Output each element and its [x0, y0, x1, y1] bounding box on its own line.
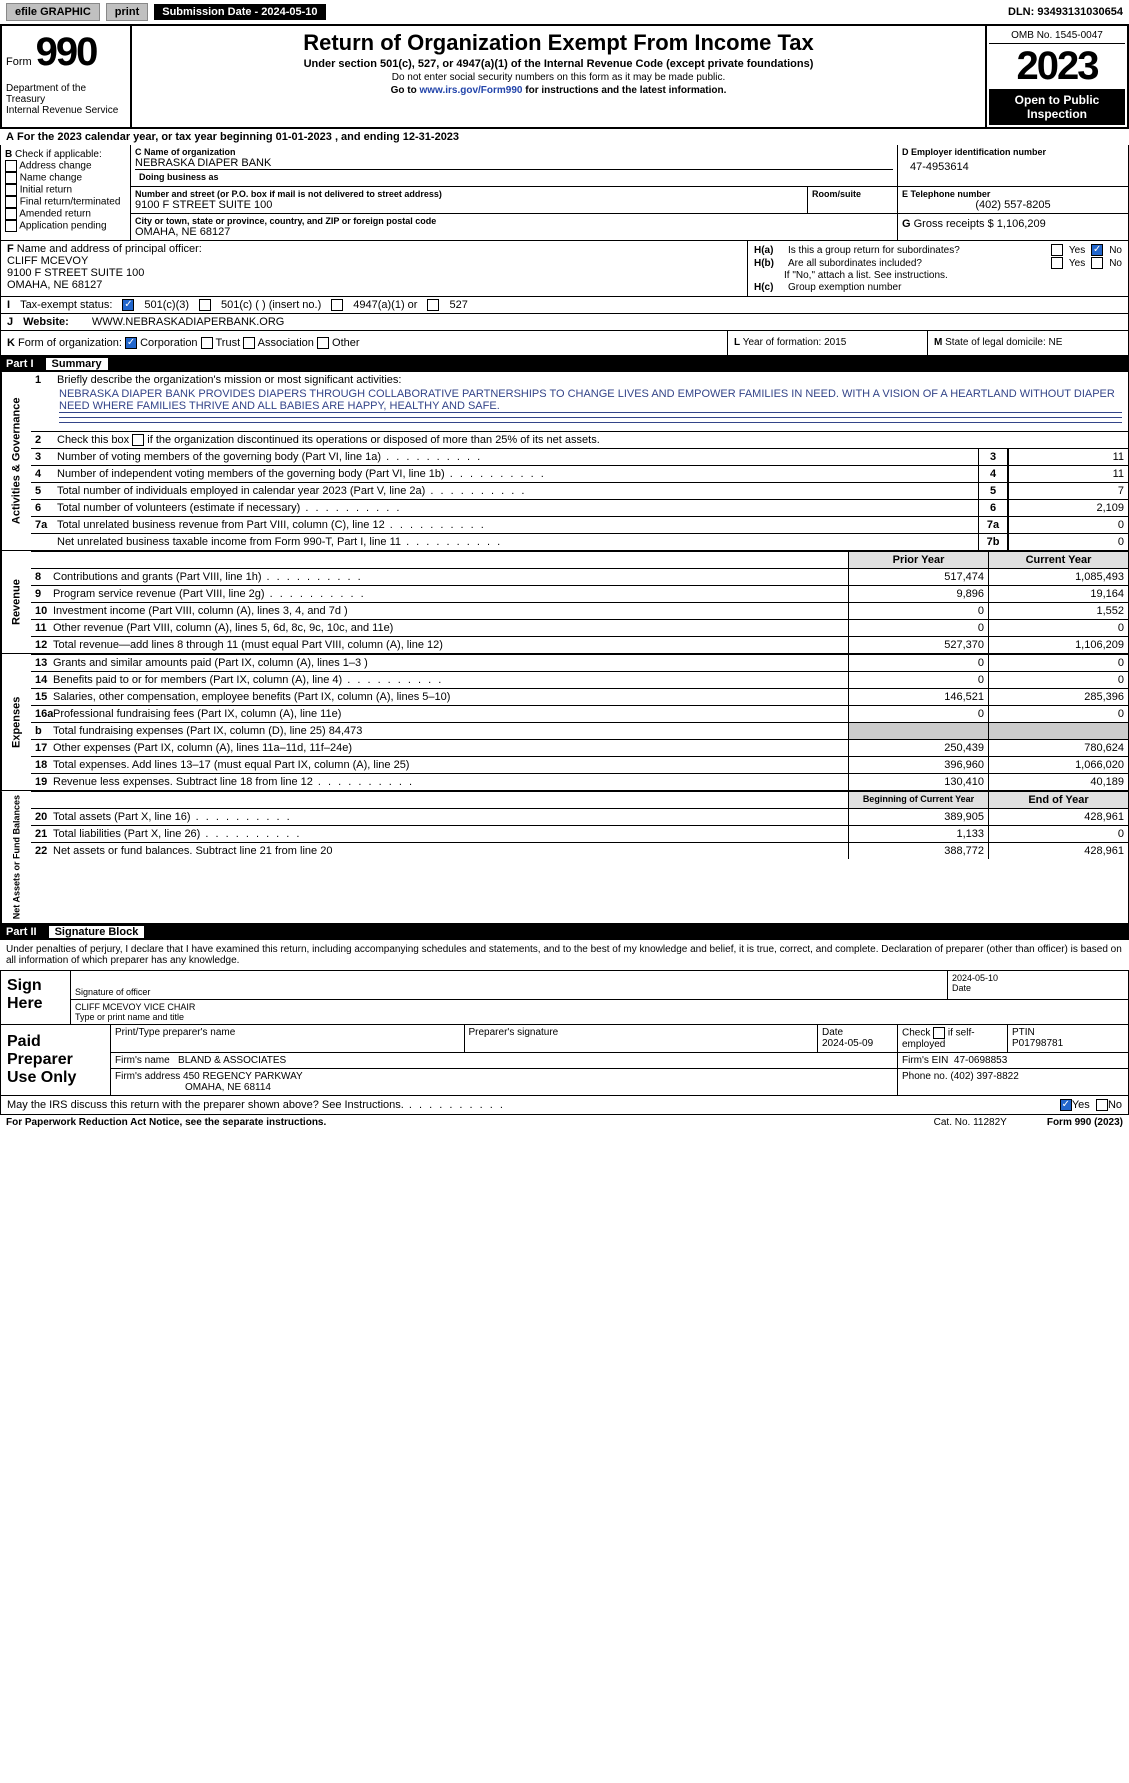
side-expenses: Expenses	[1, 654, 31, 790]
header-middle: Return of Organization Exempt From Incom…	[132, 26, 987, 127]
officer-box: F Name and address of principal officer:…	[1, 241, 748, 296]
revenue-section: Revenue Prior YearCurrent Year 8Contribu…	[0, 551, 1129, 654]
check-name[interactable]	[5, 172, 17, 184]
part-1-header: Part I Summary	[0, 356, 1129, 372]
k-assoc[interactable]	[243, 337, 255, 349]
omb-number: OMB No. 1545-0047	[989, 28, 1125, 44]
k-corp[interactable]: ✓	[125, 337, 137, 349]
form-subtitle: Under section 501(c), 527, or 4947(a)(1)…	[136, 58, 981, 70]
check-initial[interactable]	[5, 184, 17, 196]
i-527[interactable]	[427, 299, 439, 311]
line-k-l-m: K Form of organization: ✓ Corporation Tr…	[0, 331, 1129, 356]
i-4947[interactable]	[331, 299, 343, 311]
hb-no[interactable]	[1091, 257, 1103, 269]
phone: (402) 557-8205	[902, 199, 1124, 211]
part-2-header: Part II Signature Block	[0, 924, 1129, 940]
check-pending[interactable]	[5, 220, 17, 232]
section-b-to-g: B Check if applicable: Address change Na…	[0, 145, 1129, 241]
paid-preparer-row: Paid Preparer Use Only Print/Type prepar…	[0, 1025, 1129, 1096]
ha-yes[interactable]	[1051, 244, 1063, 256]
side-revenue: Revenue	[1, 551, 31, 653]
discuss-no[interactable]	[1096, 1099, 1108, 1111]
line-a: A For the 2023 calendar year, or tax yea…	[0, 129, 1129, 145]
print-button[interactable]: print	[106, 3, 148, 21]
org-name: NEBRASKA DIAPER BANK	[135, 157, 893, 169]
header-left: Form 990 Department of the Treasury Inte…	[2, 26, 132, 127]
section-f-h: F Name and address of principal officer:…	[0, 241, 1129, 297]
address-box: Number and street (or P.O. box if mail i…	[131, 187, 898, 240]
m-box: M State of legal domicile: NE	[928, 331, 1128, 355]
open-to-public: Open to Public Inspection	[989, 89, 1125, 125]
department: Department of the Treasury Internal Reve…	[6, 83, 126, 116]
col-cd: C Name of organization NEBRASKA DIAPER B…	[131, 145, 1128, 240]
sign-here-row: Sign Here Signature of officer 2024-05-1…	[0, 970, 1129, 1025]
perjury-declaration: Under penalties of perjury, I declare th…	[0, 940, 1129, 970]
check-final[interactable]	[5, 196, 17, 208]
top-bar: efile GRAPHIC print Submission Date - 20…	[0, 0, 1129, 24]
col-b: B Check if applicable: Address change Na…	[1, 145, 131, 240]
i-501c3[interactable]: ✓	[122, 299, 134, 311]
h-box: H(a)Is this a group return for subordina…	[748, 241, 1128, 296]
paid-preparer-label: Paid Preparer Use Only	[1, 1025, 111, 1095]
city: OMAHA, NE 68127	[135, 226, 893, 238]
ha-no[interactable]: ✓	[1091, 244, 1103, 256]
e-g-col: E Telephone number (402) 557-8205 G Gros…	[898, 187, 1128, 240]
side-net-assets: Net Assets or Fund Balances	[1, 791, 31, 923]
header-right: OMB No. 1545-0047 2023 Open to Public In…	[987, 26, 1127, 127]
hb-yes[interactable]	[1051, 257, 1063, 269]
side-activities: Activities & Governance	[1, 372, 31, 550]
expenses-section: Expenses 13Grants and similar amounts pa…	[0, 654, 1129, 791]
line-j: J Website: WWW.NEBRASKADIAPERBANK.ORG	[0, 314, 1129, 331]
goto-note: Go to www.irs.gov/Form990 for instructio…	[136, 85, 981, 96]
l-box: L Year of formation: 2015	[728, 331, 928, 355]
efile-button[interactable]: efile GRAPHIC	[6, 3, 100, 21]
tax-year: 2023	[989, 44, 1125, 89]
form-number: Form 990	[6, 30, 126, 75]
officer-name-title: CLIFF MCEVOY VICE CHAIR	[75, 1002, 195, 1012]
discuss-yes[interactable]: ✓	[1060, 1099, 1072, 1111]
k-other[interactable]	[317, 337, 329, 349]
check-amended[interactable]	[5, 208, 17, 220]
street: 9100 F STREET SUITE 100	[135, 199, 803, 211]
room-suite: Room/suite	[807, 187, 897, 213]
ssn-note: Do not enter social security numbers on …	[136, 72, 981, 83]
website: WWW.NEBRASKADIAPERBANK.ORG	[92, 316, 285, 328]
irs-link[interactable]: www.irs.gov/Form990	[419, 85, 522, 96]
activities-governance: Activities & Governance 1Briefly describ…	[0, 372, 1129, 551]
k-box: K Form of organization: ✓ Corporation Tr…	[1, 331, 728, 355]
gross-receipts: G Gross receipts $ 1,106,209	[898, 214, 1128, 234]
form-title: Return of Organization Exempt From Incom…	[136, 30, 981, 56]
line-i: I Tax-exempt status: ✓ 501(c)(3) 501(c) …	[0, 297, 1129, 314]
ein-box: D Employer identification number 47-4953…	[898, 145, 1128, 186]
form-header: Form 990 Department of the Treasury Inte…	[0, 24, 1129, 129]
k-trust[interactable]	[201, 337, 213, 349]
l2-check[interactable]	[132, 434, 144, 446]
sign-here-label: Sign Here	[1, 971, 71, 1024]
ein-value: 47-4953614	[902, 157, 1124, 177]
self-employed-check[interactable]	[933, 1027, 945, 1039]
submission-date: Submission Date - 2024-05-10	[154, 4, 325, 20]
form-id: Form 990 (2023)	[1047, 1117, 1123, 1128]
page-footer: For Paperwork Reduction Act Notice, see …	[0, 1115, 1129, 1130]
discuss-row: May the IRS discuss this return with the…	[0, 1096, 1129, 1115]
dln: DLN: 93493131030654	[1008, 6, 1123, 18]
mission: NEBRASKA DIAPER BANK PROVIDES DIAPERS TH…	[31, 388, 1128, 412]
i-501c[interactable]	[199, 299, 211, 311]
net-assets-section: Net Assets or Fund Balances Beginning of…	[0, 791, 1129, 924]
org-name-box: C Name of organization NEBRASKA DIAPER B…	[131, 145, 898, 186]
check-address[interactable]	[5, 160, 17, 172]
dba-label: Doing business as	[135, 169, 893, 184]
